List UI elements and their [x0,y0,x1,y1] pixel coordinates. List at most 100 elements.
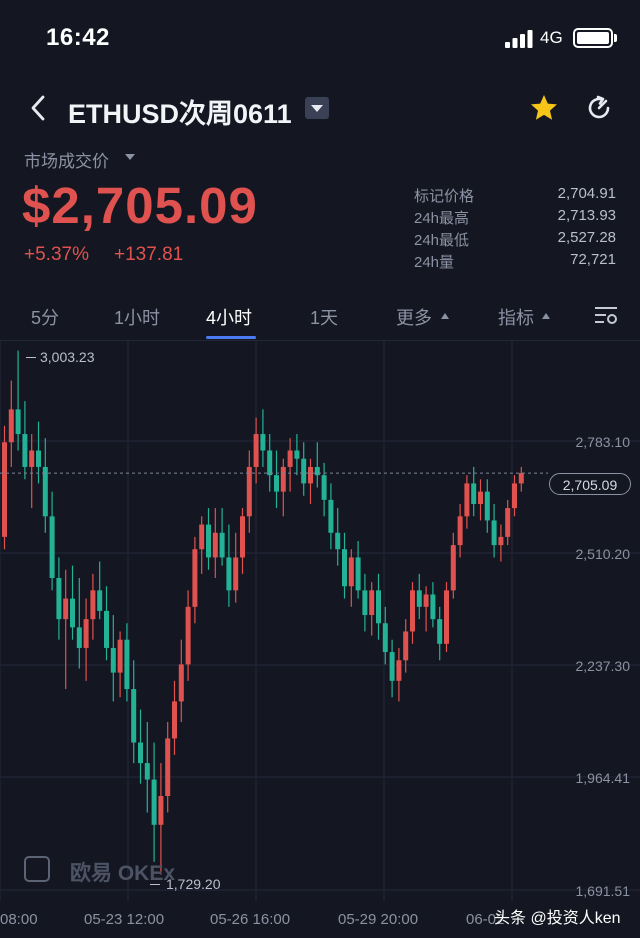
low-marker-label: 1,729.20 [166,876,221,892]
candle-body [314,466,320,476]
candle-body [70,598,75,628]
caret-up-icon [542,313,550,319]
current-price-label: 2,705.09 [562,477,618,493]
x-tick-label: 05-23 12:00 [84,911,165,928]
signal-icon [505,30,533,48]
candle-body [253,434,259,467]
candle-body [199,524,205,550]
candle-body [151,779,157,825]
candle-body [36,450,41,467]
candle-body [376,590,381,624]
candle-body [226,557,232,591]
network-type: 4G [540,28,563,47]
candle-body [246,466,252,517]
high-marker-label: 3,003.23 [40,349,95,365]
candle-body [518,473,524,484]
tab-5min[interactable]: 5分 [31,308,60,328]
candle-body [83,619,89,648]
candle-body [63,598,69,620]
stat-value-mark-price: 2,704.91 [557,185,616,202]
candle-body [416,590,422,607]
status-time: 16:42 [46,24,110,51]
okex-logo-icon [24,856,50,882]
candle-body [15,409,21,435]
candle-body [512,483,517,509]
candle-body [382,623,388,653]
battery-tip [614,34,617,42]
chart-settings-icon[interactable] [594,305,618,327]
tab-divider [0,340,640,341]
candle-body [240,516,245,558]
y-tick-label: 2,237.30 [575,658,631,674]
candle-body [450,545,456,591]
candle-body [165,738,171,797]
candle-body [484,491,490,521]
candle-body [321,475,327,500]
stat-value-24h-low: 2,527.28 [557,229,616,246]
candle-body [192,549,198,607]
favorite-star-icon[interactable] [528,92,560,124]
candle-body [29,450,35,467]
candle-body [471,483,477,504]
candle-body [505,508,511,537]
candle-body [49,516,55,579]
candle-body [178,664,184,702]
instrument-title[interactable]: ETHUSD次周0611 [68,99,292,129]
candle-body [423,594,429,607]
candle-body [138,742,143,764]
candle-body [90,590,96,620]
battery-icon [573,28,613,48]
candle-body [287,450,293,467]
candle-body [124,639,130,690]
stat-label-24h-high: 24h最高 [414,210,470,227]
candlestick-chart[interactable] [0,341,640,901]
x-tick-label: 05-29 20:00 [338,911,419,928]
candle-body [491,520,497,546]
candle-body [328,499,334,533]
candle-body [430,594,436,620]
candle-body [389,652,395,681]
candle-body [117,639,123,673]
current-price-tag: 2,705.09 [549,473,631,495]
caret-up-icon [441,313,449,319]
tab-more[interactable]: 更多 [396,308,432,328]
instrument-dropdown-button[interactable] [305,97,329,119]
credit-text: 头条 @投资人ken [494,910,621,927]
share-refresh-icon[interactable] [584,93,614,123]
back-arrow-icon[interactable] [24,92,56,124]
tab-1day[interactable]: 1天 [310,308,339,328]
last-price: $2,705.09 [22,177,258,234]
tab-active-indicator [206,336,256,339]
candle-body [498,536,504,546]
candle-body [308,466,313,484]
candle-body [212,532,218,558]
stat-label-24h-low: 24h最低 [414,232,470,249]
candle-body [76,627,82,648]
candle-body [478,491,483,504]
caret-down-icon [311,105,323,112]
candle-body [267,450,273,476]
tab-4hour[interactable]: 4小时 [206,308,253,328]
candle-body [144,763,150,780]
candle-body [342,549,347,587]
caret-down-icon[interactable] [125,154,135,160]
candle-body [369,590,375,616]
candle-body [110,647,116,673]
candle-body [185,606,191,665]
tab-1hour[interactable]: 1小时 [114,308,161,328]
candle-body [274,475,279,492]
candle-body [158,796,164,825]
candle-body [403,631,409,661]
candle-body [348,557,354,587]
stat-value-24h-volume: 72,721 [570,251,616,268]
price-type-selector[interactable]: 市场成交价 [24,152,109,171]
x-tick-label: 06-02 [466,911,505,928]
stat-label-mark-price: 标记价格 [414,188,475,205]
candle-body [8,409,14,443]
candle-body [104,610,109,648]
candle-body [464,483,470,517]
candle-body [22,434,28,467]
candle-body [396,660,402,681]
candle-body [437,619,443,644]
tab-indicators[interactable]: 指标 [498,308,534,328]
